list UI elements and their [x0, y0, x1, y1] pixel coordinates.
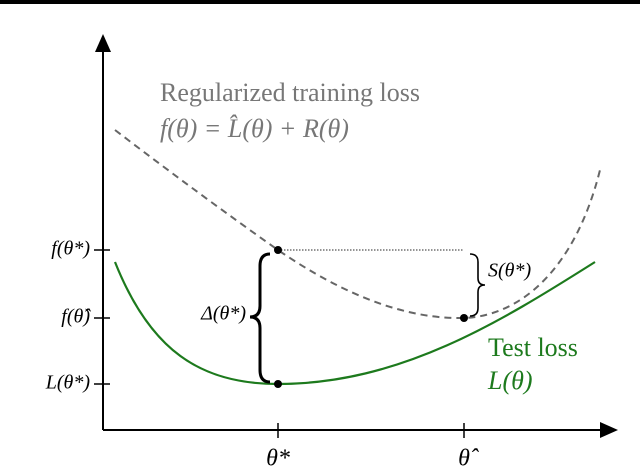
- top-rule: [0, 0, 640, 4]
- points: [274, 246, 468, 388]
- y-label: L(θ*): [45, 372, 91, 394]
- training-formula: f(θ) = L̂(θ) + R(θ): [160, 114, 349, 143]
- y-label: f(θ̂): [61, 306, 91, 328]
- ticks: [94, 249, 465, 438]
- delta-brace: [249, 252, 271, 384]
- x-label: θ*: [266, 446, 290, 472]
- training-loss-curve: [114, 129, 601, 320]
- test-formula: L(θ): [487, 366, 533, 395]
- training-title: Regularized training loss: [160, 78, 420, 107]
- x-label: θ̂: [458, 446, 479, 472]
- s-label: S(θ*): [488, 260, 531, 282]
- s-brace: [469, 253, 486, 317]
- y-label: f(θ*): [51, 238, 90, 260]
- delta-label: Δ(θ*): [200, 303, 246, 325]
- test-title: Test loss: [488, 333, 578, 362]
- test-loss-curve: [113, 261, 596, 386]
